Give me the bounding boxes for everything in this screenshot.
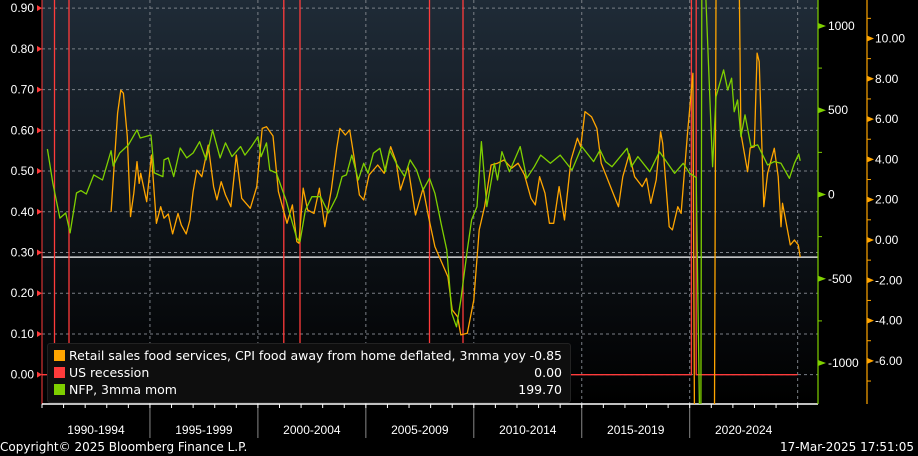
retail-axis-tick-label: -2.00 [875, 273, 903, 287]
retail-axis-tick-marker [867, 236, 874, 243]
grid [42, 0, 818, 404]
legend-item-retail-sales[interactable]: Retail sales food services, CPI food awa… [54, 348, 562, 364]
nfp-axis-tick-marker [818, 275, 826, 282]
left-axis-tick-label: 0.60 [11, 123, 35, 137]
copyright: Copyright© 2025 Bloomberg Finance L.P. [0, 440, 248, 454]
retail-axis-tick-marker [867, 116, 874, 123]
x-axis-period-label: 1990-1994 [67, 423, 125, 437]
left-axis-tick-marker [37, 45, 42, 52]
retail-axis-tick-label: 2.00 [875, 193, 899, 207]
left-axis-tick-marker [37, 86, 42, 93]
legend-item-nfp[interactable]: NFP, 3mma mom 199.70 [54, 382, 562, 398]
retail-axis-tick-marker [867, 277, 874, 284]
legend-swatch-orange [54, 350, 65, 361]
left-axis-tick-marker [37, 5, 42, 12]
left-axis-tick-label: 0.10 [11, 327, 35, 341]
retail-axis-tick-marker [867, 156, 874, 163]
retail-sales-line [110, 0, 801, 404]
retail-axis-tick-label: -4.00 [875, 314, 903, 328]
retail-axis-tick-label: 0.00 [875, 233, 899, 247]
legend-value: -0.85 [529, 348, 562, 363]
retail-axis-tick-label: 4.00 [875, 152, 899, 166]
left-axis-tick-label: 0.30 [11, 246, 35, 260]
legend-swatch-red [54, 367, 65, 378]
left-axis-tick-marker [37, 330, 42, 337]
retail-axis-tick-label: 6.00 [875, 112, 899, 126]
axes: 0.00 0.10 0.20 0.30 0.40 0.50 0.60 0.70 0.80 0.90… [11, 0, 905, 438]
nfp-axis-tick-label: 1000 [828, 19, 855, 33]
legend-swatch-green [54, 384, 65, 395]
nfp-axis-tick-label: -1000 [828, 356, 859, 370]
legend-value: 199.70 [518, 382, 562, 397]
left-axis-tick-label: 0.70 [11, 83, 35, 97]
left-axis-tick-label: 0.00 [11, 368, 35, 382]
retail-axis-tick-label: 10.00 [875, 31, 905, 45]
x-axis-period-label: 2010-2014 [499, 423, 557, 437]
retail-axis-tick-label: 8.00 [875, 72, 899, 86]
retail-axis-tick-marker [867, 357, 874, 364]
x-axis-period-label: 2020-2024 [715, 423, 773, 437]
legend-value: 0.00 [534, 365, 562, 380]
nfp-line [46, 0, 801, 404]
legend-item-us-recession[interactable]: US recession 0.00 [54, 365, 562, 381]
x-axis-period-label: 2000-2004 [283, 423, 341, 437]
nfp-axis-tick-marker [818, 22, 826, 29]
nfp-axis-tick-label: -500 [828, 272, 852, 286]
nfp-axis-tick-marker [818, 107, 826, 114]
left-axis-tick-label: 0.20 [11, 286, 35, 300]
left-axis-tick-marker [37, 371, 42, 378]
retail-axis-tick-marker [867, 35, 874, 42]
x-axis-period-label: 2015-2019 [607, 423, 665, 437]
x-axis-period-label: 1995-1999 [175, 423, 233, 437]
timestamp: 17-Mar-2025 17:51:05 [779, 440, 914, 454]
retail-axis-tick-marker [867, 317, 874, 324]
left-axis-tick-label: 0.50 [11, 164, 35, 178]
retail-axis-tick-marker [867, 196, 874, 203]
left-axis-tick-marker [37, 127, 42, 134]
legend-label: NFP, 3mma mom [69, 382, 177, 397]
left-axis-tick-marker [37, 168, 42, 175]
legend: Retail sales food services, CPI food awa… [47, 343, 571, 403]
nfp-axis-tick-marker [818, 360, 826, 367]
nfp-axis-tick-label: 0 [828, 187, 835, 201]
left-axis-tick-label: 0.90 [11, 1, 35, 15]
retail-axis-tick-marker [867, 75, 874, 82]
legend-label: Retail sales food services, CPI food awa… [69, 348, 526, 363]
left-axis-tick-marker [37, 208, 42, 215]
left-axis-tick-label: 0.40 [11, 205, 35, 219]
left-axis-tick-marker [37, 290, 42, 297]
legend-label: US recession [69, 365, 150, 380]
x-axis-period-label: 2005-2009 [391, 423, 449, 437]
nfp-axis-tick-label: 500 [828, 103, 848, 117]
nfp-axis-tick-marker [818, 191, 826, 198]
left-axis-tick-marker [37, 249, 42, 256]
retail-axis-tick-label: -6.00 [875, 354, 903, 368]
left-axis-tick-label: 0.80 [11, 42, 35, 56]
